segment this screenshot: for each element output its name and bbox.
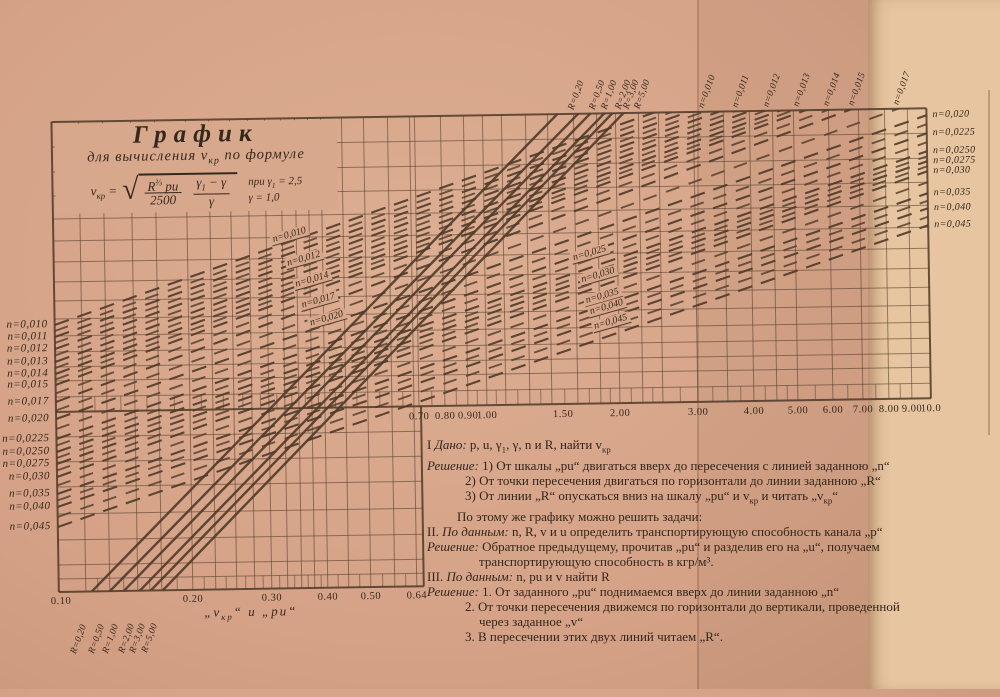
instruction-line: 2) От точки пересечения двигаться по гор… [427, 473, 992, 488]
instruction-line: 2. От точки пересечения движемся по гори… [427, 599, 992, 614]
tick-label-bottom-axis: 0.10 [46, 596, 76, 607]
fraction-denominator: γ [209, 195, 214, 208]
tick-label-mid-axis: 4.00 [739, 406, 769, 417]
radical-sign: √ [122, 179, 139, 199]
instruction-line: Решение: 1) От шкалы „pu“ двигаться ввер… [427, 458, 992, 473]
bottom-axis-title: „vкр“ и „pu“ [204, 603, 298, 622]
tick-label-mid-axis: 1.50 [548, 409, 578, 420]
tick-label-mid-axis: 10.0 [916, 403, 946, 414]
curve-label-left-n: n=0,035 [2, 487, 50, 500]
instruction-line: транспортирующую способность в кгр/м³. [427, 554, 992, 569]
curve-label-left-n: n=0,0225 [1, 432, 49, 445]
tick-label-bottom-axis: 0.40 [313, 591, 343, 602]
curve-label-right-n: n=0,045 [934, 219, 971, 231]
curve-label-left-n: n=0,0250 [2, 445, 50, 458]
curve-label-left-n: n=0,011 [0, 330, 48, 343]
curve-label-left-n: n=0,0275 [2, 457, 50, 470]
chart-title-block: График для вычисления vкр по формуле vкр… [54, 120, 337, 214]
curve-label-left-n: n=0,010 [0, 318, 48, 331]
tick-label-bottom-axis: 0.50 [356, 591, 386, 602]
curve-label-left-n: n=0,020 [1, 412, 49, 425]
formula-fraction-1: R⅔ pu 2500 [144, 176, 181, 209]
formula-conditions: при γ1 = 2,5 γ = 1,0 [248, 175, 302, 204]
formula-fraction-2: γ1 − γ γ [193, 175, 229, 208]
curve-label-left-n: n=0,012 [0, 342, 48, 355]
chart-subtitle: для вычисления vкр по формуле [55, 146, 337, 172]
instruction-line: Решение: Обратное предыдущему, прочитав … [427, 539, 992, 554]
tick-label-mid-axis: 6.00 [818, 405, 848, 416]
curve-label-left-n: n=0,030 [2, 470, 50, 483]
tick-label-bottom-axis: 0.30 [257, 592, 287, 603]
curve-label-right-n: n=0,020 [932, 109, 969, 121]
chart-formula: vкр = √ R⅔ pu 2500 γ1 − γ γ при γ1 = 2,5… [55, 170, 338, 210]
tick-label-mid-axis: 1.00 [472, 410, 502, 421]
curve-label-right-n: n=0,0225 [933, 127, 976, 139]
instruction-line: 3. В пересечении этих двух линий читаем … [427, 629, 992, 644]
curve-label-left-n: n=0,040 [2, 500, 50, 513]
instruction-line: По этому же графику можно решить задачи: [427, 509, 992, 524]
tick-label-mid-axis: 2.00 [605, 408, 635, 419]
condition-gamma1: при γ1 = 2,5 [248, 175, 302, 192]
instruction-line: через заданное „v“ [427, 614, 992, 629]
curve-label-left-n: n=0,017 [1, 395, 49, 408]
curve-label-left-n: n=0,013 [0, 355, 48, 368]
instruction-line: Решение: 1. От заданного „pu“ поднимаемс… [427, 584, 992, 599]
fraction-numerator: R⅔ pu [144, 176, 181, 194]
curve-label-right-n: n=0,035 [934, 187, 971, 199]
curve-label-right-n: n=0,040 [934, 202, 971, 214]
instruction-line: II. По данным: n, R, v и u определить тр… [427, 524, 992, 539]
instruction-line: 3) От линии „R“ опускаться вниз на шкалу… [427, 488, 992, 509]
curve-label-left-n: n=0,045 [3, 520, 51, 533]
tick-label-bottom-axis: 0.20 [178, 594, 208, 605]
formula-fractions: R⅔ pu 2500 γ1 − γ γ [138, 172, 237, 209]
tick-label-mid-axis: 3.00 [683, 407, 713, 418]
tick-label-mid-axis: 5.00 [783, 405, 813, 416]
curve-label-right-n: n=0,030 [933, 165, 970, 177]
fraction-numerator: γ1 − γ [193, 175, 229, 195]
curve-label-left-n: n=0,015 [0, 378, 48, 391]
instruction-line: I Дано: p, u, γ1, γ, n и R, найти vкр [427, 437, 992, 458]
formula-lhs: vкр = [91, 183, 118, 201]
fraction-denominator: 2500 [150, 193, 176, 206]
condition-gamma: γ = 1,0 [248, 191, 302, 204]
instruction-line: III. По данным: n, pu и v найти R [427, 569, 992, 584]
